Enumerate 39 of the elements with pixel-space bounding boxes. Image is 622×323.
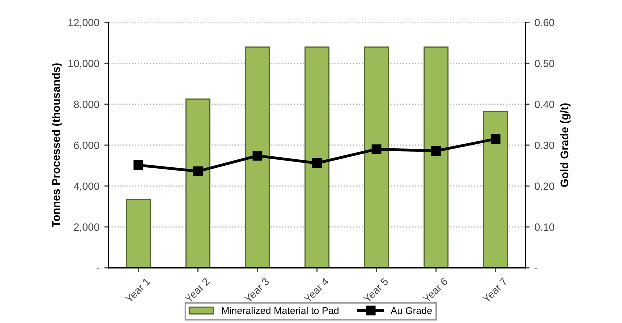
y-tick-label: -	[96, 268, 100, 270]
bar	[364, 46, 390, 268]
y-tick-label: 12,000	[68, 19, 100, 28]
bar	[304, 46, 330, 268]
bar	[186, 98, 211, 268]
point	[372, 144, 382, 154]
bar	[126, 199, 152, 268]
y2-tick-label: 0.50	[535, 60, 554, 68]
x-tick-label: Year 5	[363, 278, 389, 304]
y-axis-title: Tonnes Processed (thousands)	[52, 64, 62, 228]
point	[134, 160, 144, 170]
y2-tick-label: 0.20	[535, 182, 554, 190]
y-tick-label: 8,000	[74, 100, 100, 110]
y2-tick-label: 0.60	[535, 19, 554, 26]
point	[193, 166, 204, 176]
x-tick-label: Year 3	[244, 278, 270, 304]
x-tick-label: Year 2	[184, 278, 210, 304]
x-tick-label: Year 6	[422, 278, 448, 304]
y-tick-label: 4,000	[74, 182, 100, 192]
point	[252, 151, 263, 161]
bar	[483, 111, 508, 268]
legend-label: Mineralized Material to Pad	[222, 307, 339, 314]
x-tick-label: Year 4	[304, 278, 330, 304]
y2-tick-label: 0.30	[535, 142, 554, 150]
y-tick-label: 6,000	[74, 142, 100, 150]
point	[490, 134, 501, 144]
bar	[245, 46, 270, 268]
y2-axis-title: Gold Grade (g/t)	[560, 104, 571, 188]
y-tick-label: 2,000	[74, 224, 100, 232]
point	[431, 146, 442, 156]
bar	[424, 46, 449, 268]
y2-tick-label: 0.10	[535, 224, 554, 232]
point	[312, 158, 322, 168]
y2-tick-label: 0.40	[535, 100, 554, 108]
x-tick-label: Year 1	[125, 278, 151, 304]
x-tick-label: Year 7	[482, 278, 508, 304]
y-tick-label: 10,000	[68, 60, 100, 69]
y2-tick-label: -	[535, 268, 538, 270]
legend-label: Au Grade	[390, 307, 432, 314]
